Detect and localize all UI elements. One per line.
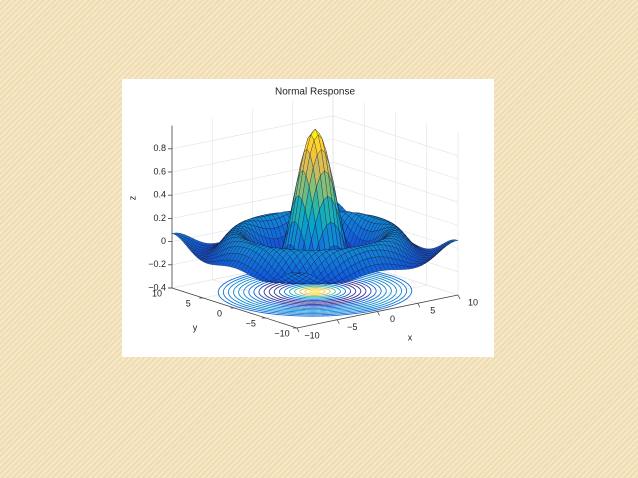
y-tick-label: −5 <box>246 318 256 328</box>
z-tick-label: 0.8 <box>153 143 166 153</box>
y-tick-label: 0 <box>217 308 222 318</box>
contour <box>289 284 341 299</box>
contour <box>304 288 326 295</box>
y-tick-label: 5 <box>186 298 191 308</box>
z-tick-label: 0.4 <box>153 190 166 200</box>
z-axis-label: z <box>127 195 137 200</box>
y-axis-label: y <box>193 322 198 332</box>
z-tick-label: −0.4 <box>148 282 166 292</box>
y-tick-label: 10 <box>152 288 162 298</box>
y-tick-label: −10 <box>274 328 289 338</box>
x-tick-label: 10 <box>468 297 478 307</box>
x-tick <box>336 319 340 324</box>
z-tick-label: −0.2 <box>148 259 166 269</box>
x-tick <box>417 303 421 308</box>
x-tick-label: 0 <box>390 314 395 324</box>
x-tick-label: −10 <box>304 330 319 340</box>
z-tick-label: 0.6 <box>153 166 166 176</box>
contour <box>294 285 336 298</box>
surface-patch <box>293 272 302 274</box>
z-tick-label: 0 <box>161 236 166 246</box>
x-axis-label: x <box>408 332 413 342</box>
x-tick-label: 5 <box>430 306 435 316</box>
chart-title: Normal Response <box>275 87 355 98</box>
x-tick <box>457 294 461 300</box>
x-tick <box>296 327 300 333</box>
grid-line <box>234 274 396 309</box>
x-tick <box>377 311 380 316</box>
contour <box>299 287 331 296</box>
contour <box>309 289 321 294</box>
x-tick-label: −5 <box>347 322 357 332</box>
z-tick-label: 0.2 <box>153 213 166 223</box>
